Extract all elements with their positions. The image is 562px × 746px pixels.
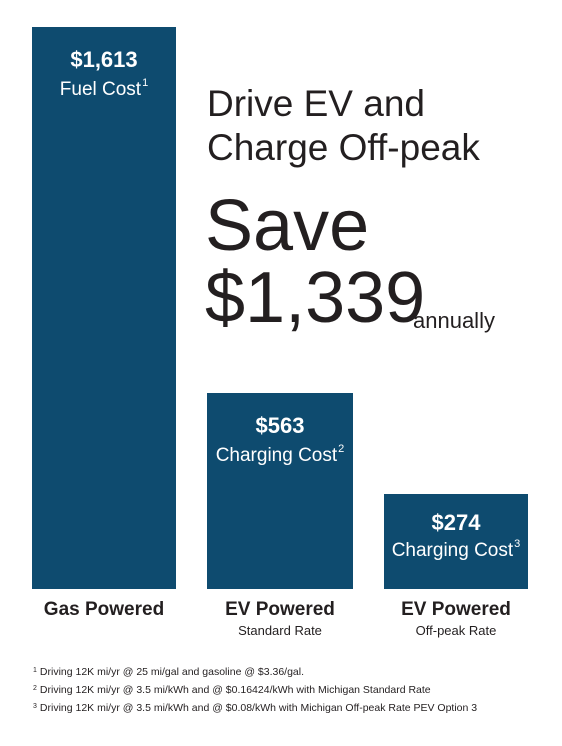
footnote-mark: 1 — [142, 77, 149, 89]
bar-gas-powered: $1,613 Fuel Cost1 — [32, 27, 176, 589]
save-amount: $1,339 — [205, 258, 426, 338]
save-word: Save — [205, 186, 370, 266]
bar-value-label: $1,613 — [70, 47, 138, 72]
bar-value-label: $563 — [255, 413, 305, 438]
category-name: EV Powered — [401, 599, 511, 620]
footnote-mark: 2 — [338, 443, 345, 455]
bar-description: Charging Cost — [215, 445, 338, 466]
bar-ev-offpeak: $274 Charging Cost3 — [384, 494, 528, 589]
footnote-mark: 3 — [514, 538, 521, 550]
category-name: EV Powered — [225, 599, 335, 620]
category-sublabel: Standard Rate — [238, 623, 322, 638]
save-period: annually — [413, 308, 495, 333]
bar-description: Fuel Cost — [59, 79, 142, 100]
category-label-gas: Gas Powered — [32, 599, 176, 621]
footnote-text: Driving 12K mi/yr @ 25 mi/gal and gasoli… — [39, 666, 305, 678]
headline: Drive EV and Charge Off-peak — [207, 82, 480, 170]
footnotes: 1 Driving 12K mi/yr @ 25 mi/gal and gasol… — [32, 663, 477, 717]
footnote-text: Driving 12K mi/yr @ 3.5 mi/kWh and @ $0.… — [39, 684, 431, 696]
headline-line-2: Charge Off-peak — [207, 127, 480, 168]
headline-line-1: Drive EV and — [207, 83, 425, 124]
bar-description: Charging Cost — [391, 540, 514, 561]
footnote-mark: 1 — [33, 667, 37, 674]
footnote-mark: 3 — [33, 703, 37, 710]
footnote-3: 3 Driving 12K mi/yr @ 3.5 mi/kWh and @ $0… — [32, 699, 477, 717]
footnote-2: 2 Driving 12K mi/yr @ 3.5 mi/kWh and @ $0… — [32, 681, 477, 699]
bar-value-label: $274 — [431, 510, 481, 535]
footnote-mark: 2 — [33, 685, 37, 692]
footnote-1: 1 Driving 12K mi/yr @ 25 mi/gal and gasol… — [32, 663, 477, 681]
category-label-ev-standard: EV Powered Standard Rate — [207, 599, 353, 638]
bar-ev-standard: $563 Charging Cost2 — [207, 393, 353, 589]
category-name: Gas Powered — [43, 599, 165, 620]
category-label-ev-offpeak: EV Powered Off-peak Rate — [384, 599, 528, 638]
category-sublabel: Off-peak Rate — [415, 623, 497, 638]
footnote-text: Driving 12K mi/yr @ 3.5 mi/kWh and @ $0.… — [39, 702, 478, 714]
